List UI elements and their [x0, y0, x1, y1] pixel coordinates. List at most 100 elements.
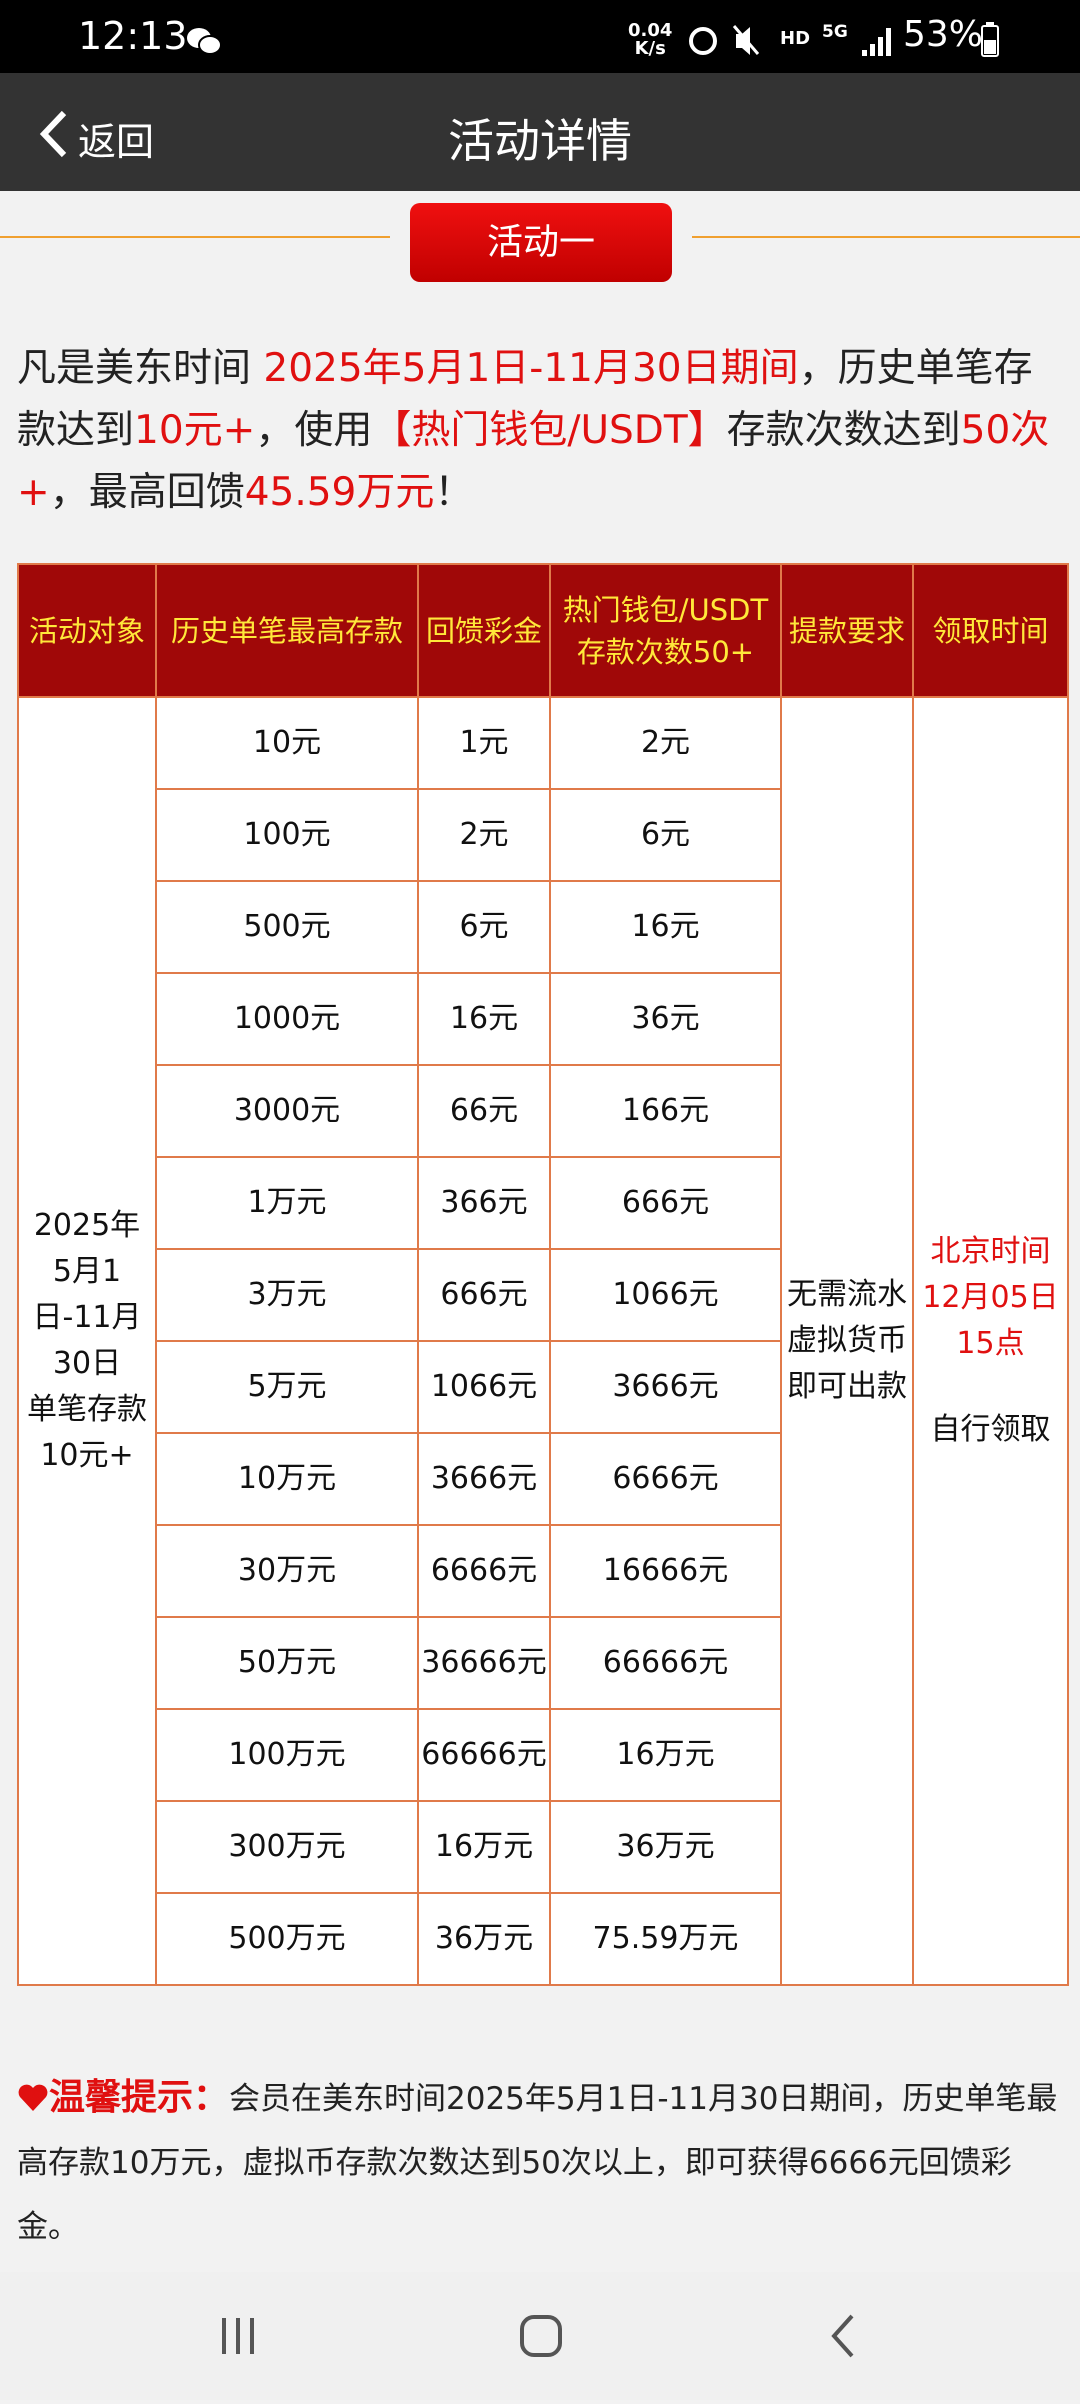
table-cell: 36666元	[417, 1616, 551, 1710]
status-icons	[689, 25, 760, 55]
cell-line: 热门钱包/USDT	[562, 592, 769, 627]
clock: 12:13	[78, 14, 188, 58]
cell-line: 即可出款	[787, 1369, 907, 1404]
plain-text: ，历史单笔存款达到	[17, 346, 1033, 453]
table-cell: 6666元	[549, 1432, 782, 1526]
table-cell: 500万元	[155, 1892, 419, 1986]
plain-text: ，使用	[255, 408, 373, 453]
table-cell: 16万元	[417, 1800, 551, 1894]
highlight-text: 10元+	[134, 408, 256, 453]
back-arrow[interactable]	[36, 109, 70, 159]
table-cell: 2元	[417, 788, 551, 882]
signal-icon	[862, 28, 891, 56]
cell-line: 日-11月	[32, 1300, 142, 1335]
cell-line: 活动对象	[28, 613, 145, 648]
table-row: 100万元 66666元 16万元	[18, 1708, 1068, 1802]
target-cell: 2025年 5月1 日-11月 30日 单笔存款 10元+	[17, 696, 157, 1986]
header-cell: 活动对象	[17, 563, 157, 698]
table-cell: 16元	[417, 972, 551, 1066]
activity-tab[interactable]: 活动一	[410, 203, 672, 282]
header-cell: 历史单笔最高存款	[155, 563, 419, 698]
highlight-text: 2025年5月1日-11月30日期间	[263, 346, 799, 391]
table-cell: 1066元	[549, 1248, 782, 1342]
table-row: 3000元 66元 166元	[18, 1064, 1068, 1158]
table-cell: 16元	[549, 880, 782, 974]
cell-line: 2025年	[33, 1208, 141, 1243]
table-row: 1000元 16元 36元	[18, 972, 1068, 1066]
highlight-text: 50次+	[17, 408, 1050, 515]
header-cell: 领取时间	[912, 563, 1069, 698]
back-button[interactable]: 返回	[78, 120, 155, 164]
cell-line: 回馈彩金	[425, 613, 542, 648]
network-type: 5G	[822, 22, 848, 42]
battery-icon	[981, 22, 999, 57]
home-button[interactable]	[520, 2315, 562, 2357]
table-body: 2025年 5月1 日-11月 30日 单笔存款 10元+ 10元 1元 2元 无需流水 虚拟货币即…	[17, 696, 1069, 1986]
net-speed-unit: K/s	[634, 38, 666, 59]
table-cell: 66元	[417, 1064, 551, 1158]
divider	[0, 236, 390, 238]
nav-bar: 返回 活动详情	[0, 73, 1080, 191]
recents-button[interactable]	[222, 2318, 254, 2354]
table-row: 5万元 1066元 3666元	[18, 1340, 1068, 1434]
table-cell: 100元	[155, 788, 419, 882]
table-cell: 1元	[417, 696, 551, 790]
claim-cell: 北京时间 12月05日 15点 自行领取	[912, 696, 1069, 1986]
intro-text: 凡是美东时间 2025年5月1日-11月30日期间，历史单笔存款达到10元+，使…	[17, 338, 1057, 524]
highlight-text: 45.59万元	[244, 470, 435, 515]
system-back-button[interactable]	[831, 2314, 854, 2358]
header-cell: 回馈彩金	[417, 563, 551, 698]
table-cell: 75.59万元	[549, 1892, 782, 1986]
cell-line: 12月05日	[922, 1280, 1059, 1315]
table-row: 30万元 6666元 16666元	[18, 1524, 1068, 1618]
table-cell: 30万元	[155, 1524, 419, 1618]
net-speed-value: 0.04	[628, 20, 673, 41]
table-cell: 5万元	[155, 1340, 419, 1434]
page-title: 活动详情	[448, 114, 632, 168]
plain-text: ，最高回馈	[49, 470, 245, 515]
table-cell: 2元	[549, 696, 782, 790]
table-cell: 500元	[155, 880, 419, 974]
table-row: 50万元 36666元 66666元	[18, 1616, 1068, 1710]
table-cell: 16万元	[549, 1708, 782, 1802]
table-cell: 3666元	[549, 1340, 782, 1434]
table-cell: 666元	[549, 1156, 782, 1250]
cell-line: 领取时间	[932, 613, 1049, 648]
battery-level: 53%	[903, 14, 984, 55]
table-cell: 3万元	[155, 1248, 419, 1342]
header-row: 活动对象 历史单笔最高存款 回馈彩金 热门钱包/USDT 存款次数50+ 提款要求 领取时间	[17, 563, 1069, 698]
heart-icon	[18, 2084, 48, 2111]
table-row: 1万元 366元 666元	[18, 1156, 1068, 1250]
system-nav-icons	[222, 2314, 854, 2358]
plain-text: 存款次数达到	[726, 408, 961, 453]
table-cell: 300万元	[155, 1800, 419, 1894]
table-cell: 36万元	[417, 1892, 551, 1986]
plain-text: 凡是美东时间	[17, 346, 264, 391]
table-cell: 1000元	[155, 972, 419, 1066]
table-cell: 666元	[417, 1248, 551, 1342]
table-cell: 6元	[417, 880, 551, 974]
wechat-icon	[187, 28, 222, 55]
cell-line: 10元+	[40, 1438, 134, 1473]
net-speed: 0.04 K/s	[628, 22, 672, 58]
table-cell: 6666元	[417, 1524, 551, 1618]
table-cell: 366元	[417, 1156, 551, 1250]
cell-line: 存款次数50+	[576, 634, 755, 669]
header-cell: 热门钱包/USDT 存款次数50+	[549, 563, 782, 698]
table-cell: 50万元	[155, 1616, 419, 1710]
table-cell: 66666元	[549, 1616, 782, 1710]
table-cell: 6元	[549, 788, 782, 882]
table-cell: 3666元	[417, 1432, 551, 1526]
hd-indicator: HD	[780, 28, 811, 49]
cell-line: 北京时间	[930, 1234, 1051, 1269]
tip: 温馨提示：会员在美东时间2025年5月1日-11月30日期间，历史单笔最高存款1…	[17, 2066, 1067, 2259]
table-cell: 10万元	[155, 1432, 419, 1526]
table-cell: 36万元	[549, 1800, 782, 1894]
table-cell: 1066元	[417, 1340, 551, 1434]
reward-table: 活动对象 历史单笔最高存款 回馈彩金 热门钱包/USDT 存款次数50+ 提款要求 领取时间…	[17, 563, 1069, 1986]
table-row: 10万元 3666元 6666元	[18, 1432, 1068, 1526]
cell-line: 自行领取	[930, 1412, 1051, 1447]
table-row: 3万元 666元 1066元	[18, 1248, 1068, 1342]
status-bar: 12:13 0.04 K/s HD 5G 53%	[0, 0, 1080, 73]
